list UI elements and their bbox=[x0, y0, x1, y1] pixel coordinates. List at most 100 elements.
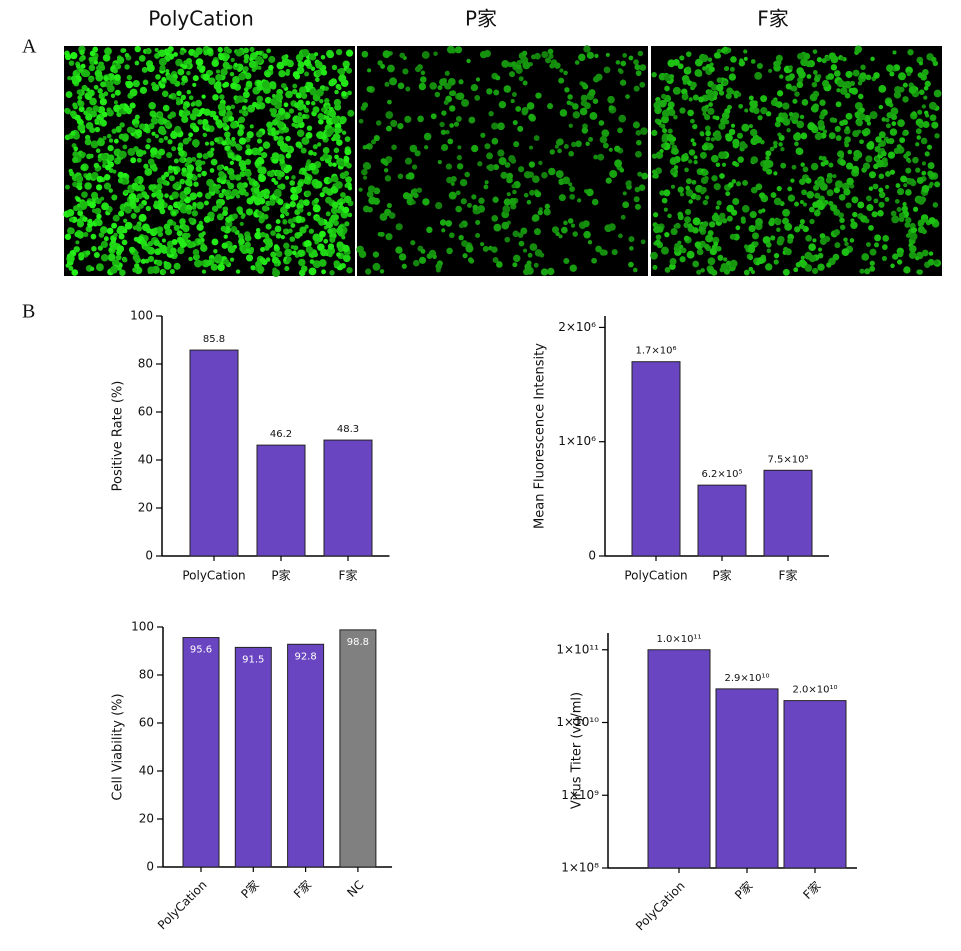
y-tick-label: 1×10⁹ bbox=[561, 788, 599, 802]
cell-dot bbox=[334, 154, 339, 160]
cell-dot bbox=[834, 125, 841, 132]
bar bbox=[182, 637, 220, 868]
bar bbox=[647, 649, 711, 869]
cell-dot bbox=[814, 192, 821, 199]
cell-dot bbox=[230, 82, 238, 90]
cell-dot bbox=[280, 206, 288, 214]
cell-dot bbox=[619, 79, 627, 86]
y-tick-label: 2×10⁶ bbox=[558, 320, 596, 334]
cell-dot bbox=[270, 83, 277, 90]
cell-dot bbox=[885, 64, 894, 72]
cell-dot bbox=[281, 82, 287, 89]
cell-dot bbox=[201, 269, 207, 274]
cell-dot bbox=[125, 80, 134, 89]
data-label: 48.3 bbox=[337, 424, 359, 435]
cell-dot bbox=[275, 233, 282, 239]
cell-dot bbox=[129, 102, 136, 109]
cell-dot bbox=[716, 77, 723, 83]
cell-dot bbox=[729, 233, 736, 240]
cell-dot bbox=[389, 77, 398, 86]
cell-dot bbox=[129, 198, 136, 205]
cell-dot bbox=[221, 140, 227, 146]
cell-dot bbox=[477, 161, 483, 167]
cell-dot bbox=[239, 171, 246, 178]
y-tick-label: 1×10⁸ bbox=[561, 861, 599, 875]
cell-dot bbox=[246, 131, 254, 139]
cell-dot bbox=[242, 110, 249, 117]
cell-dot bbox=[826, 189, 834, 197]
cell-dot bbox=[813, 184, 820, 191]
cell-dot bbox=[478, 197, 485, 204]
cell-dot bbox=[702, 221, 709, 227]
cell-dot bbox=[765, 155, 770, 161]
cell-dot bbox=[440, 129, 447, 135]
cell-dot bbox=[118, 210, 125, 217]
cell-dot bbox=[145, 205, 151, 212]
cell-dot bbox=[804, 251, 813, 260]
cell-dot bbox=[223, 190, 230, 197]
cell-dot bbox=[252, 180, 258, 187]
cell-dot bbox=[728, 128, 736, 136]
cell-dot bbox=[482, 245, 489, 252]
cell-dot bbox=[155, 74, 161, 80]
cell-dot bbox=[312, 144, 318, 150]
cell-dot bbox=[535, 92, 542, 99]
cell-dot bbox=[805, 177, 812, 184]
cell-dot bbox=[87, 218, 93, 224]
cell-dot bbox=[211, 205, 219, 212]
cell-dot bbox=[794, 226, 801, 233]
cell-dot bbox=[633, 196, 640, 203]
cell-dot bbox=[270, 230, 276, 236]
cell-dot bbox=[213, 82, 222, 91]
cell-dot bbox=[685, 185, 691, 191]
x-tick-label: NC bbox=[344, 878, 366, 900]
cell-dot bbox=[220, 225, 227, 232]
cell-dot bbox=[93, 251, 100, 258]
cell-dot bbox=[148, 184, 155, 191]
cell-dot bbox=[186, 209, 192, 215]
cell-dot bbox=[755, 261, 760, 266]
cell-dot bbox=[148, 101, 156, 110]
cell-dot bbox=[140, 258, 147, 264]
cell-dot bbox=[318, 259, 327, 267]
cell-dot bbox=[450, 90, 457, 97]
cell-dot bbox=[854, 45, 863, 54]
cell-dot bbox=[869, 111, 878, 120]
cell-dot bbox=[865, 74, 872, 81]
cell-dot bbox=[618, 233, 623, 239]
cell-dot bbox=[854, 151, 863, 159]
cell-dot bbox=[227, 182, 235, 190]
cell-dot bbox=[313, 197, 320, 204]
cell-dot bbox=[776, 227, 781, 233]
cell-dot bbox=[862, 130, 869, 137]
cell-dot bbox=[372, 251, 380, 258]
cell-dot bbox=[650, 251, 658, 260]
cell-dot bbox=[372, 197, 380, 205]
bar bbox=[256, 444, 306, 557]
cell-dot bbox=[790, 178, 795, 183]
cell-dot bbox=[342, 244, 350, 253]
cell-dot bbox=[190, 102, 196, 107]
cell-dot bbox=[891, 215, 900, 224]
cell-dot bbox=[695, 194, 701, 201]
cell-dot bbox=[808, 243, 816, 251]
cell-dot bbox=[901, 205, 909, 213]
cell-dot bbox=[677, 186, 684, 193]
cell-dot bbox=[922, 218, 928, 223]
cell-dot bbox=[89, 201, 96, 209]
cell-dot bbox=[340, 263, 346, 269]
cell-dot bbox=[145, 245, 151, 252]
cell-dot bbox=[290, 223, 296, 228]
cell-dot bbox=[492, 256, 499, 264]
cell-dot bbox=[147, 158, 155, 166]
cell-dot bbox=[167, 113, 173, 120]
cell-dot bbox=[171, 210, 177, 216]
cell-dot bbox=[692, 94, 699, 101]
cell-dot bbox=[344, 136, 351, 142]
cell-dot bbox=[776, 218, 782, 224]
cell-dot bbox=[337, 245, 344, 253]
cell-dot bbox=[179, 199, 184, 204]
cell-dot bbox=[715, 205, 720, 210]
cell-dot bbox=[115, 126, 122, 133]
cell-dot bbox=[839, 217, 845, 224]
